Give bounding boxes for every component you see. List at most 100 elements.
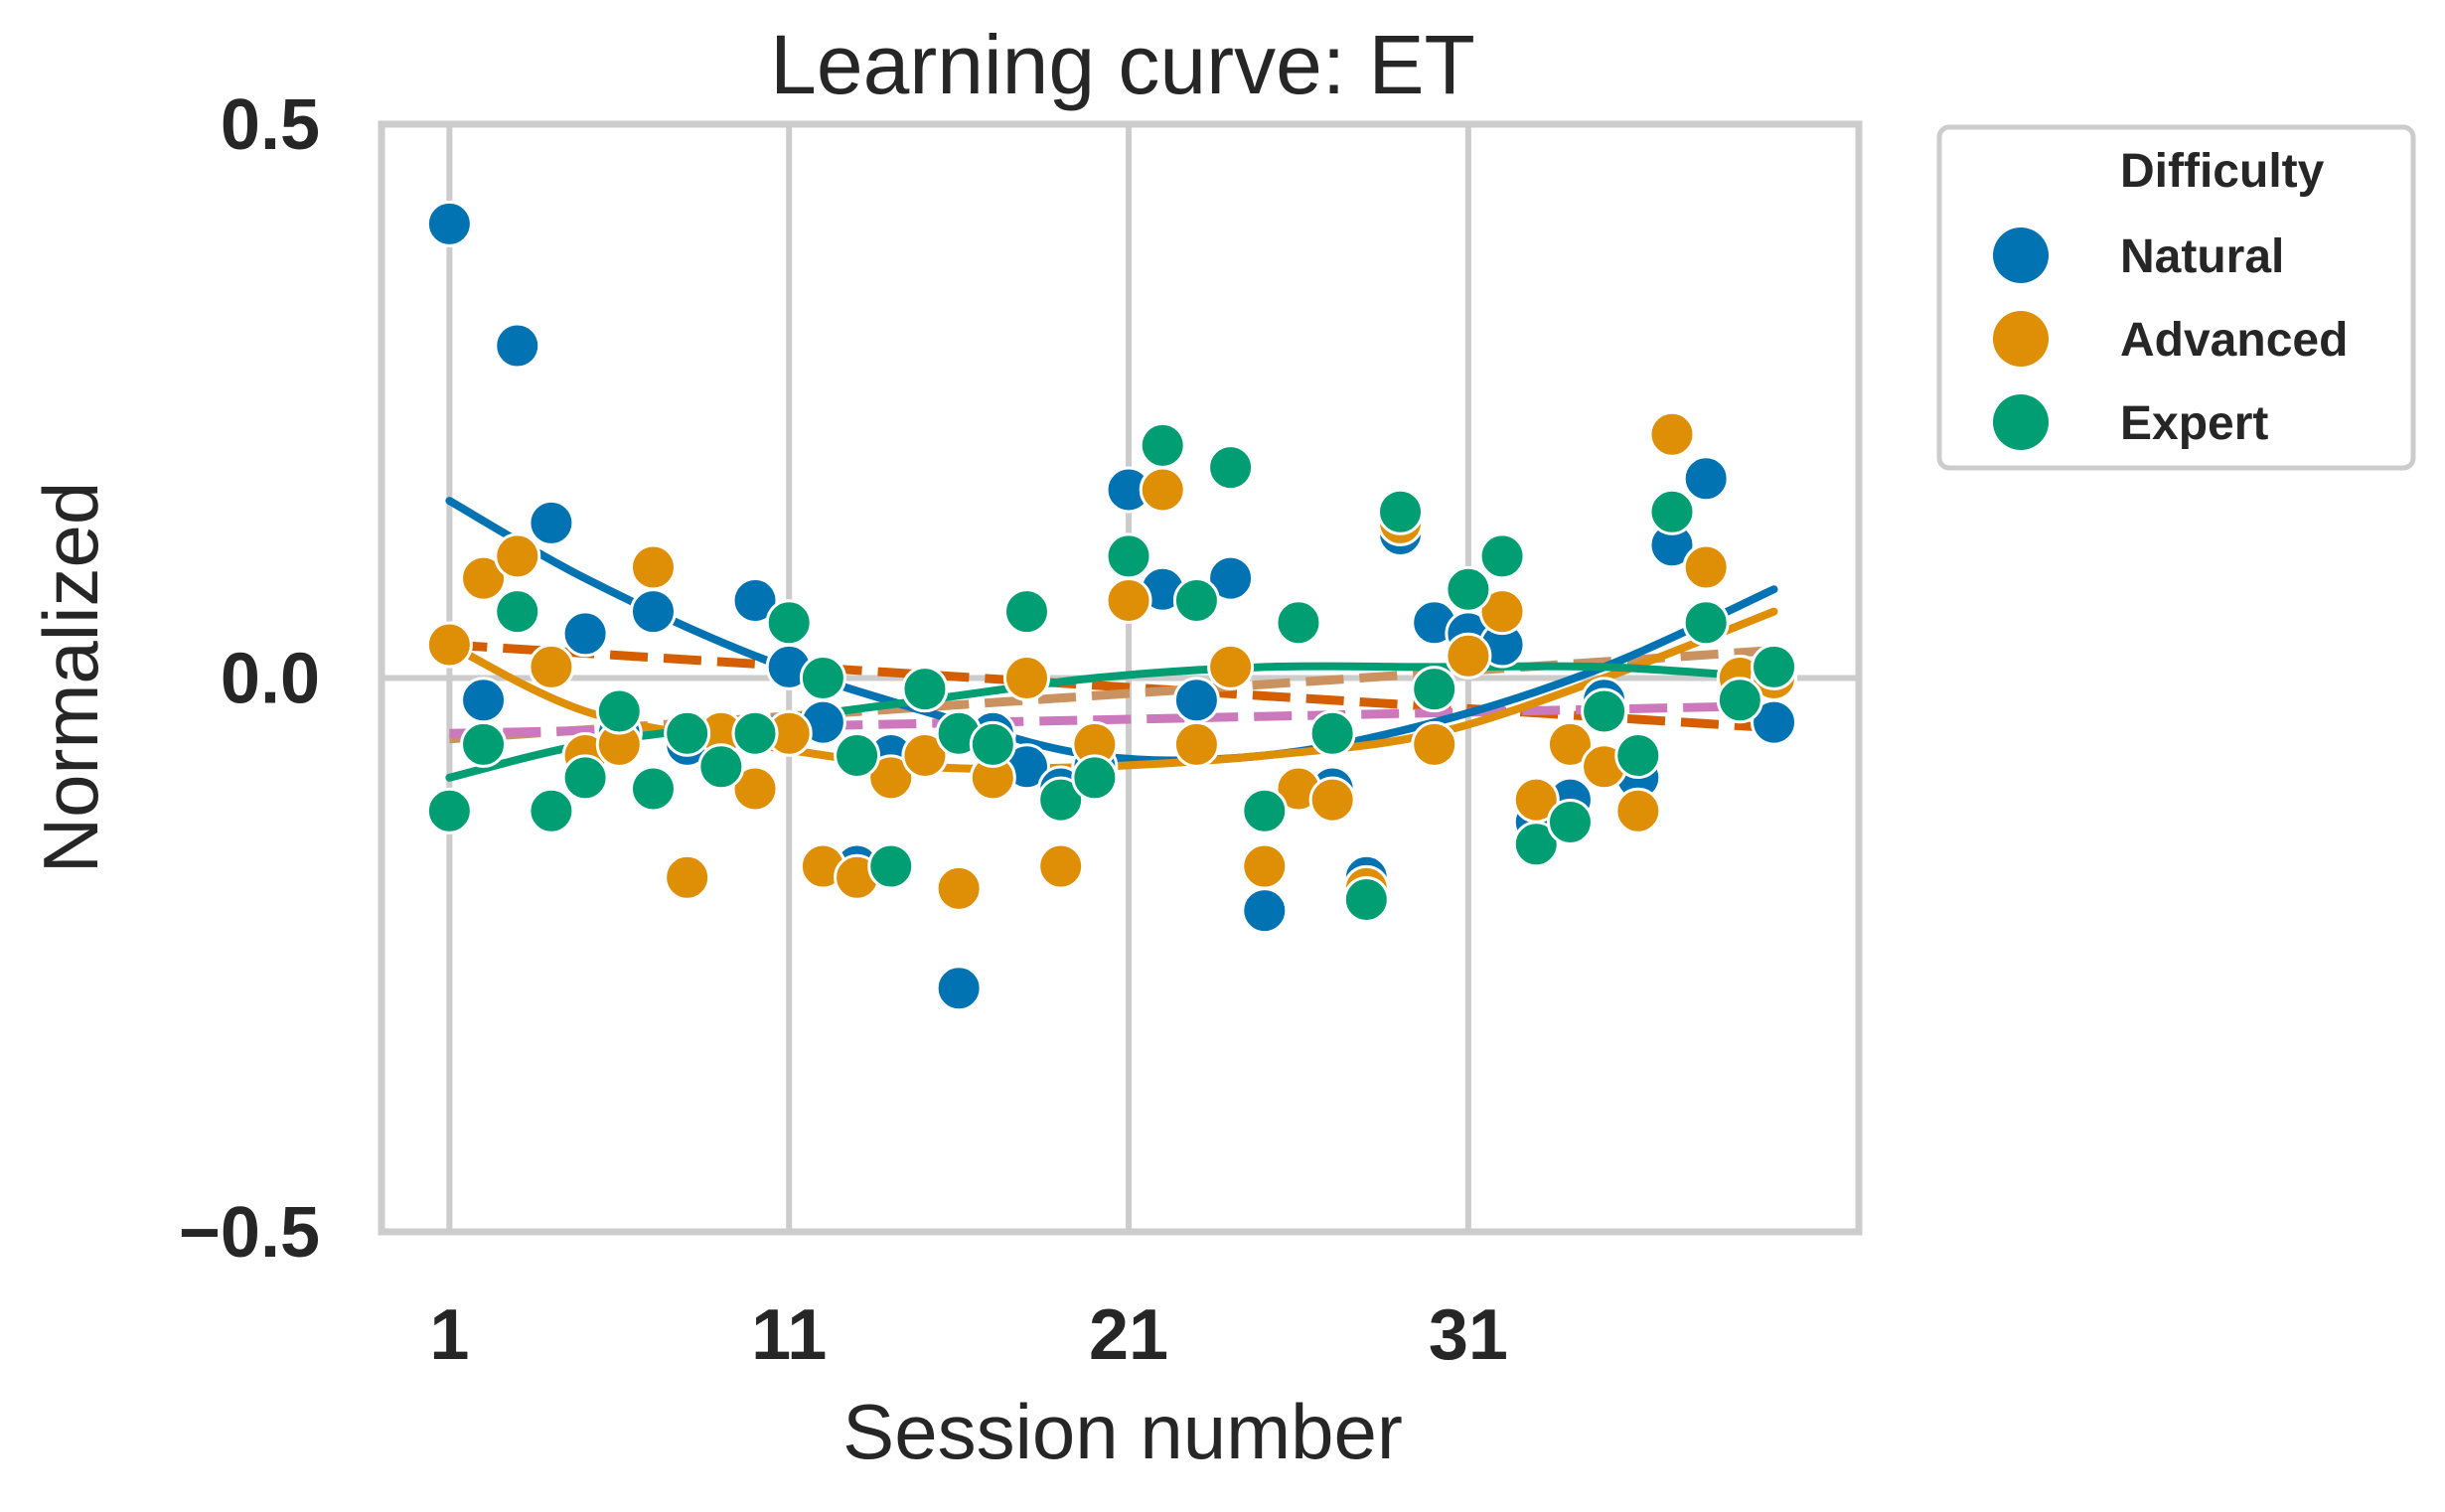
point-advanced [494,532,541,580]
legend-label: Advanced [2120,314,2348,367]
point-advanced [731,765,779,813]
point-expert [1342,876,1390,923]
y-axis-label: Normalized [27,482,114,873]
y-tick-label: −0.5 [179,1193,320,1273]
point-advanced [1241,842,1289,890]
point-expert [1207,444,1255,492]
point-natural [731,576,779,624]
point-expert [1614,732,1662,780]
point-advanced [1002,655,1050,701]
point-advanced [901,732,949,780]
point-expert [664,709,711,757]
point-advanced [664,853,711,901]
point-natural [528,499,575,546]
point-natural [460,677,508,724]
point-expert [629,765,677,813]
point-expert [1105,532,1152,580]
point-expert [1581,687,1628,735]
point-natural [425,200,473,247]
point-expert [1275,599,1322,647]
point-advanced [867,754,915,802]
point-expert [1172,576,1220,624]
point-expert [1716,677,1763,724]
plot-area [378,120,1863,1236]
legend-label: Expert [2120,397,2268,450]
point-expert [1751,643,1798,690]
point-natural [1241,887,1289,935]
point-expert [765,599,813,647]
plot-frame [378,120,1863,1236]
point-expert [799,655,846,701]
point-expert [697,743,745,791]
point-expert [834,732,881,780]
legend-marker-advanced [1993,311,2049,367]
point-expert [1411,666,1458,713]
x-axis-label: Session number [842,1388,1403,1475]
point-advanced [1037,842,1085,890]
x-tick-labels: 1 11 21 31 [429,1295,1508,1375]
point-advanced [528,643,575,690]
point-natural [494,322,541,370]
y-tick-label: 0.5 [221,85,320,165]
point-expert [1139,421,1186,469]
point-expert [1241,787,1289,834]
point-advanced [1478,588,1526,636]
point-advanced [1682,543,1730,591]
point-advanced [629,543,677,591]
point-advanced [1139,466,1186,514]
point-advanced [1308,776,1356,824]
legend-entries: Natural Advanced Expert [1993,227,2348,450]
point-advanced [1546,720,1594,768]
point-advanced [935,864,983,912]
x-tick-label: 1 [429,1295,469,1375]
y-tick-label: 0.0 [221,640,320,719]
point-expert [561,754,609,802]
legend-marker-expert [1993,394,2049,450]
point-advanced [1411,720,1458,768]
point-expert [1037,776,1085,824]
point-advanced [1207,643,1255,690]
scatter-points [425,200,1798,1012]
y-tick-labels: 0.5 0.0 −0.5 [179,85,320,1273]
point-advanced [425,621,473,669]
point-expert [901,666,949,713]
point-natural [1207,554,1255,602]
point-natural [629,588,677,636]
point-natural [1172,677,1220,724]
point-expert [1512,821,1560,868]
point-expert [460,720,508,768]
point-expert [1682,599,1730,647]
trend-line-expert [445,662,1778,782]
legend-title: Difficulty [2120,145,2325,198]
legend-label: Natural [2120,230,2284,283]
point-natural [561,610,609,658]
x-tick-label: 31 [1429,1295,1508,1375]
point-advanced [1172,720,1220,768]
legend: Difficulty Natural Advanced Expert [1936,124,2416,471]
legend-marker-natural [1993,227,2049,283]
point-expert [1071,754,1119,802]
point-expert [595,687,643,735]
point-natural [1682,455,1730,503]
point-expert [494,588,541,636]
point-expert [425,787,473,834]
chart-title: Learning curve: ET [770,18,1475,111]
point-expert [1377,488,1425,535]
point-expert [1445,565,1492,613]
point-advanced [1445,632,1492,680]
point-advanced [460,554,508,602]
x-tick-label: 11 [751,1295,827,1375]
point-expert [528,787,575,834]
point-advanced [1648,410,1696,458]
point-expert [1478,532,1526,580]
point-expert [1546,798,1594,845]
point-expert [1002,588,1050,636]
point-natural [935,965,983,1012]
point-expert [1308,709,1356,757]
point-advanced [1105,576,1152,624]
point-expert [731,709,779,757]
point-expert [1648,488,1696,535]
legend-box [1936,124,2416,471]
point-expert [969,720,1016,768]
